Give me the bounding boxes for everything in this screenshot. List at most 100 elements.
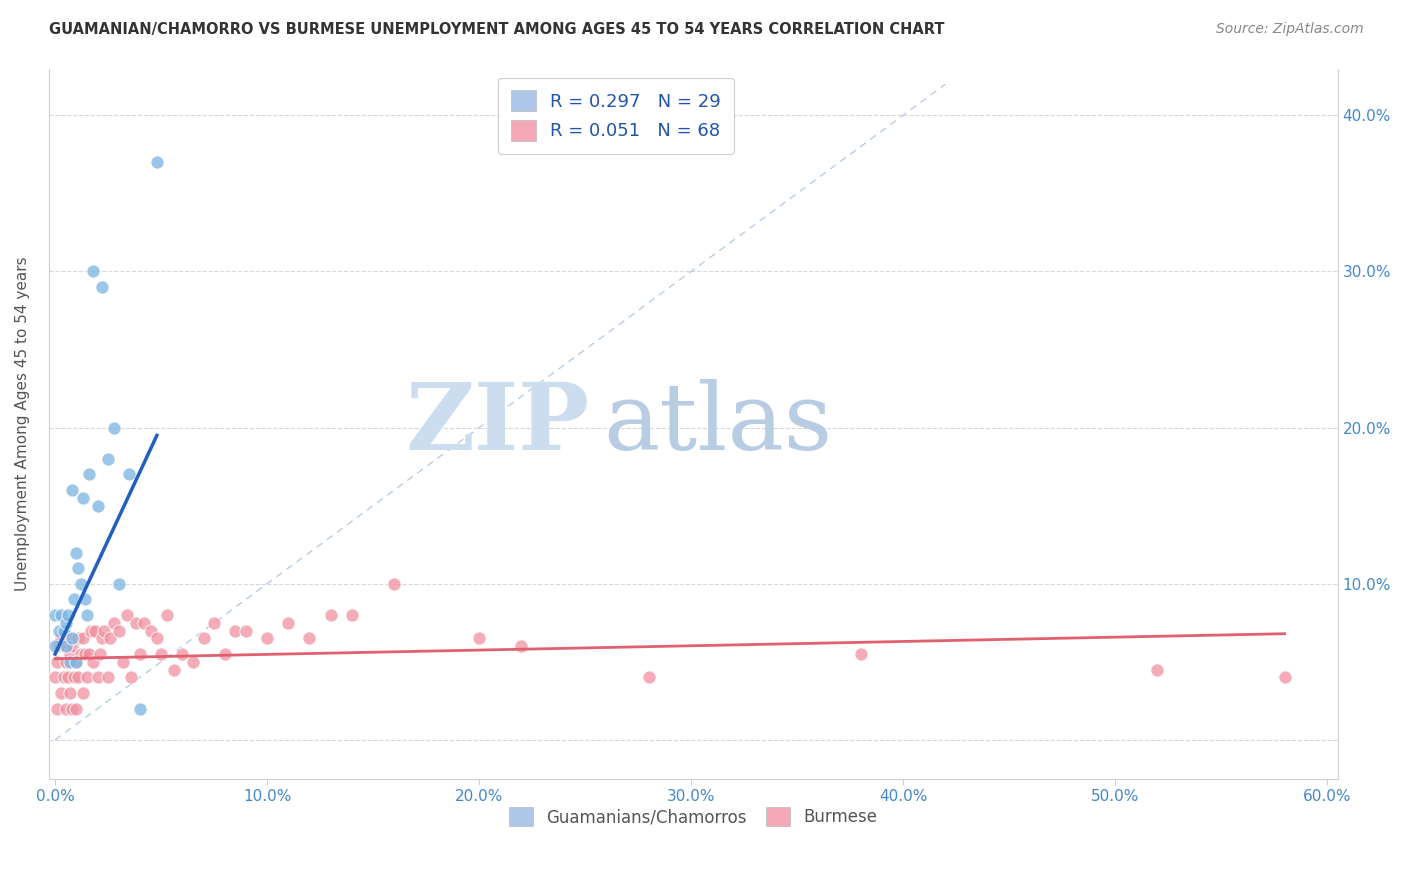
Point <box>224 624 246 638</box>
Point <box>52 639 75 653</box>
Point <box>90 280 112 294</box>
Point <box>510 639 533 653</box>
Legend: Guamanians/Chamorros, Burmese: Guamanians/Chamorros, Burmese <box>501 798 886 835</box>
Point <box>172 647 194 661</box>
Point <box>44 607 66 622</box>
Point <box>98 632 121 646</box>
Point <box>319 607 342 622</box>
Point <box>115 607 138 622</box>
Point <box>468 632 491 646</box>
Point <box>51 686 73 700</box>
Point <box>97 451 120 466</box>
Point <box>76 607 98 622</box>
Point <box>44 670 66 684</box>
Point <box>60 632 83 646</box>
Point <box>86 499 108 513</box>
Point <box>277 615 299 630</box>
Point <box>382 576 405 591</box>
Point <box>69 647 91 661</box>
Point <box>67 632 90 646</box>
Point <box>51 632 73 646</box>
Point <box>146 155 169 169</box>
Text: Source: ZipAtlas.com: Source: ZipAtlas.com <box>1216 22 1364 37</box>
Point <box>118 467 141 482</box>
Point <box>134 615 156 630</box>
Point <box>46 701 69 715</box>
Point <box>52 624 75 638</box>
Text: atlas: atlas <box>603 379 832 468</box>
Point <box>46 655 69 669</box>
Point <box>146 632 169 646</box>
Point <box>59 647 82 661</box>
Point <box>55 639 77 653</box>
Point <box>103 615 125 630</box>
Point <box>72 632 94 646</box>
Point <box>73 592 96 607</box>
Point <box>60 483 83 497</box>
Point <box>60 701 83 715</box>
Point <box>163 663 186 677</box>
Point <box>637 670 659 684</box>
Point <box>67 670 90 684</box>
Text: ZIP: ZIP <box>406 379 591 468</box>
Point <box>90 632 112 646</box>
Point <box>181 655 204 669</box>
Point <box>52 670 75 684</box>
Point <box>82 655 104 669</box>
Point <box>849 647 872 661</box>
Point <box>55 701 77 715</box>
Point <box>69 576 91 591</box>
Point <box>93 624 115 638</box>
Point <box>55 615 77 630</box>
Point <box>256 632 278 646</box>
Point <box>48 624 70 638</box>
Point <box>63 670 86 684</box>
Point <box>60 639 83 653</box>
Point <box>55 655 77 669</box>
Point <box>156 607 179 622</box>
Point <box>139 624 162 638</box>
Point <box>84 624 107 638</box>
Point <box>56 632 79 646</box>
Point <box>202 615 225 630</box>
Point <box>44 639 66 653</box>
Point <box>48 639 70 653</box>
Point <box>193 632 215 646</box>
Point <box>80 624 103 638</box>
Text: GUAMANIAN/CHAMORRO VS BURMESE UNEMPLOYMENT AMONG AGES 45 TO 54 YEARS CORRELATION: GUAMANIAN/CHAMORRO VS BURMESE UNEMPLOYME… <box>49 22 945 37</box>
Point <box>89 647 111 661</box>
Point <box>129 647 152 661</box>
Point <box>56 607 79 622</box>
Point <box>235 624 257 638</box>
Point <box>103 420 125 434</box>
Point <box>129 701 152 715</box>
Point <box>59 686 82 700</box>
Point <box>97 670 120 684</box>
Point <box>107 576 129 591</box>
Point <box>65 655 87 669</box>
Point <box>1146 663 1168 677</box>
Point <box>67 561 90 575</box>
Point <box>65 545 87 559</box>
Point <box>107 624 129 638</box>
Point <box>77 647 100 661</box>
Point <box>120 670 142 684</box>
Point <box>1274 670 1296 684</box>
Point <box>72 491 94 505</box>
Point <box>214 647 236 661</box>
Point <box>77 467 100 482</box>
Point <box>63 592 86 607</box>
Point <box>65 701 87 715</box>
Point <box>111 655 134 669</box>
Point <box>56 670 79 684</box>
Point <box>51 607 73 622</box>
Y-axis label: Unemployment Among Ages 45 to 54 years: Unemployment Among Ages 45 to 54 years <box>15 256 30 591</box>
Point <box>72 686 94 700</box>
Point <box>298 632 321 646</box>
Point <box>150 647 173 661</box>
Point <box>59 655 82 669</box>
Point <box>82 264 104 278</box>
Point <box>76 670 98 684</box>
Point <box>65 655 87 669</box>
Point <box>86 670 108 684</box>
